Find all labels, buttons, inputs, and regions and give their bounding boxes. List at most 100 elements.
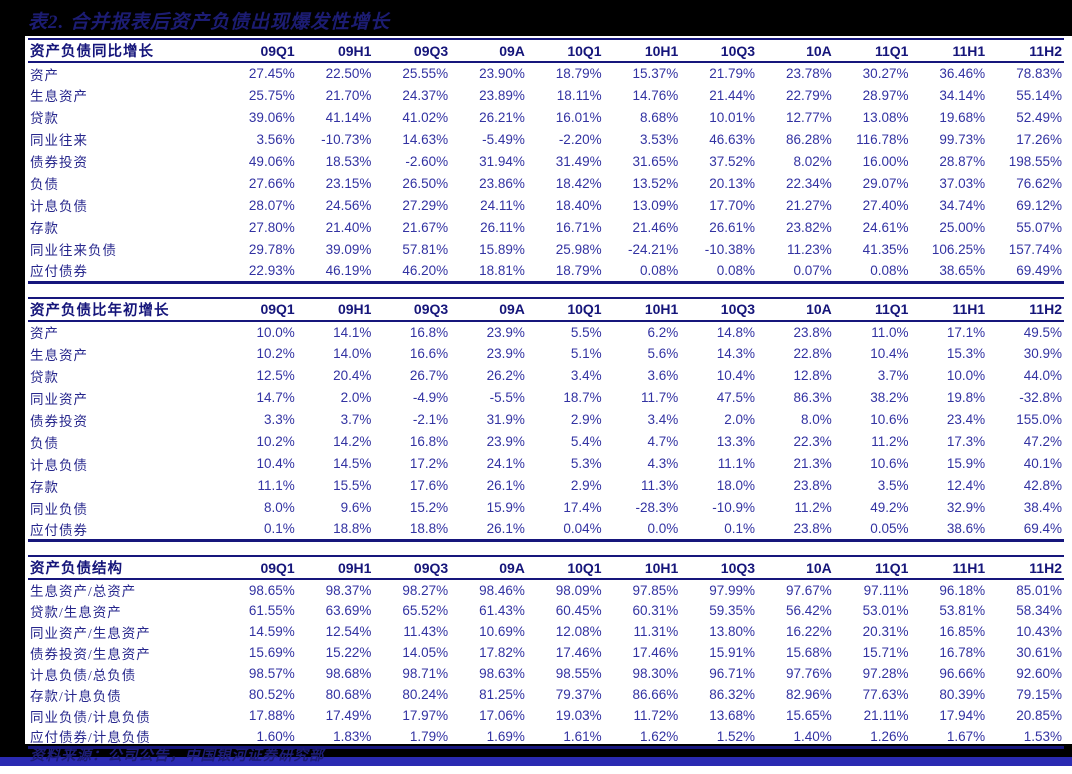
cell-value: 34.74% [939,197,986,213]
cell-value: 15.9% [946,456,986,471]
table-row: 计息负债 10.4% 14.5% 17.2% 24.1% 5.3% 4.3% 11.1% 21.… [28,453,1064,475]
cell-value: 11.2% [794,500,832,515]
cell-value: 24.61% [862,219,909,235]
cell-value: 24.56% [325,197,372,213]
cell-value: 13.3% [716,434,756,449]
cell-value: -5.49% [482,131,525,147]
column-header: 09A [499,42,525,59]
cell-value: -5.5% [489,390,525,405]
cell-value: 26.1% [486,478,525,493]
cell-value: 14.05% [402,645,449,660]
cell-value: 0.0% [647,521,679,537]
cell-value: 12.77% [785,109,832,125]
cell-value: 97.67% [785,582,832,598]
cell-value: 22.79% [785,87,832,103]
cell-value: 0.04% [563,521,602,537]
cell-value: 9.6% [340,500,372,515]
cell-value: 2.9% [570,478,602,493]
cell-value: 14.76% [632,87,679,103]
cell-value: 1.53% [1023,728,1062,744]
cell-value: 1.79% [409,728,449,744]
cell-value: 46.19% [325,262,372,278]
column-header: 09Q3 [413,301,449,317]
cell-value: 10.69% [479,624,525,639]
table-ytd-growth: 资产负债比年初增长 09Q1 09H1 09Q3 09A 10Q1 10H1 10Q3 10A 1… [28,297,1064,543]
cell-value: 17.46% [555,645,602,660]
column-header: 10Q1 [567,42,602,59]
cell-value: 61.55% [248,603,295,618]
cell-value: 12.08% [555,624,602,639]
cell-value: 23.8% [793,478,832,493]
column-header: 10H1 [644,559,679,576]
cell-value: 18.81% [479,262,525,278]
table-row: 计息负债/总负债 98.57% 98.68% 98.71% 98.63% 98.55% 98… [28,663,1064,684]
cell-value: 12.8% [793,368,832,383]
cell-value: 10.0% [256,324,295,340]
row-label: 计息负债/总负债 [30,667,137,683]
cell-value: 31.9% [486,412,525,427]
table-row: 资产 10.0% 14.1% 16.8% 23.9% 5.5% 6.2% 14.8% 23.8%… [28,321,1064,343]
cell-value: 53.81% [939,603,986,618]
cell-value: 15.71% [862,645,909,660]
cell-value: 96.66% [939,666,986,681]
column-header: 11H2 [1029,301,1062,317]
cell-value: 17.49% [325,708,372,723]
row-label: 同业负债/计息负债 [30,709,151,725]
cell-value: 53.01% [862,603,909,618]
cell-value: 21.44% [709,87,756,103]
cell-value: 97.11% [863,582,909,598]
cell-value: 19.68% [939,109,986,125]
cell-value: 17.82% [479,645,525,660]
column-header: 10Q1 [567,559,602,576]
cell-value: 0.05% [870,521,909,537]
row-label: 应付债券 [30,264,88,280]
cell-value: 28.97% [862,87,909,103]
cell-value: 60.45% [555,603,602,618]
cell-value: 49.2% [870,500,909,515]
table-row: 应付债券 22.93% 46.19% 46.20% 18.81% 18.79% 0.08% 0… [28,260,1064,282]
row-label: 计息负债 [30,457,88,473]
cell-value: 3.4% [570,368,602,383]
cell-value: 21.70% [325,87,372,103]
cell-value: 11.72% [633,708,679,723]
cell-value: 17.1% [946,324,986,340]
cell-value: 5.4% [570,434,602,449]
cell-value: 97.28% [862,666,909,681]
cell-value: 16.8% [409,434,449,449]
cell-value: 11.43% [403,624,449,639]
cell-value: -4.9% [412,390,449,405]
table-title: 资产负债结构 [30,561,123,577]
cell-value: 17.26% [1016,131,1062,147]
cell-value: 5.5% [570,324,602,340]
cell-value: 1.26% [870,728,909,744]
cell-value: 13.68% [709,708,756,723]
cell-value: 24.1% [486,456,525,471]
cell-value: 96.71% [709,666,756,681]
table-title: 资产负债同比增长 [30,44,154,60]
cell-value: 3.4% [647,412,679,427]
cell-value: 20.13% [709,175,756,191]
cell-value: 10.4% [870,346,909,361]
cell-value: 14.7% [256,390,295,405]
cell-value: 22.34% [785,175,832,191]
column-header: 10H1 [644,42,679,59]
table-row: 同业负债 8.0% 9.6% 15.2% 15.9% 17.4% -28.3% -10.9% 1… [28,497,1064,519]
row-label: 计息负债 [30,199,88,214]
column-header: 09Q3 [413,42,449,59]
column-header: 10H1 [644,301,679,317]
cell-value: 21.79% [709,66,756,81]
cell-value: 27.80% [248,219,295,235]
cell-value: 23.90% [479,66,525,81]
cell-value: 38.4% [1023,500,1062,515]
cell-value: 97.85% [632,582,679,598]
cell-value: 80.39% [939,687,986,702]
column-header: 10Q3 [720,559,756,576]
row-label: 同业资产/生息资产 [30,625,151,641]
cell-value: 25.00% [939,219,986,235]
cell-value: 55.14% [1016,87,1062,103]
cell-value: 2.9% [570,412,602,427]
cell-value: 98.63% [479,666,525,681]
column-header: 09Q1 [260,42,295,59]
cell-value: 26.50% [402,175,449,191]
cell-value: 98.37% [325,582,372,598]
